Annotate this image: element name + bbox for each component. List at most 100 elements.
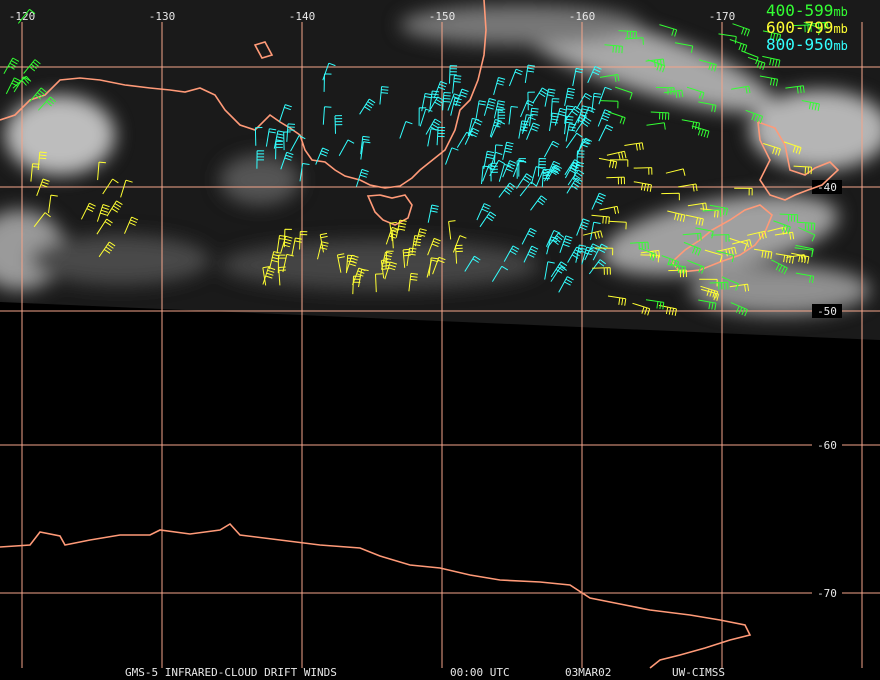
latitude-label: -60 (817, 439, 837, 452)
wind-barb (503, 245, 520, 262)
wind-barb (604, 44, 623, 54)
wind-barb (436, 126, 446, 146)
wind-barb (336, 253, 345, 273)
longitude-label: -150 (429, 10, 456, 23)
wind-barb (493, 100, 506, 119)
wind-barb (375, 273, 383, 293)
legend-range: 400-599 (766, 1, 833, 20)
wind-barb (576, 138, 590, 156)
wind-barb (355, 168, 369, 187)
wind-barb (338, 139, 355, 156)
wind-barb (625, 37, 644, 45)
wind-barb (587, 65, 602, 84)
wind-barb (475, 100, 487, 119)
wind-barb (334, 115, 343, 134)
graticule: -120 -130 -140 -150 -160 -170 -40 -50 -60 -70 (0, 10, 880, 668)
wind-barb (794, 247, 814, 258)
wind-barb (489, 151, 503, 170)
wind-barb (427, 128, 438, 147)
wind-barb (359, 98, 376, 115)
latitude-label: -70 (817, 587, 837, 600)
wind-barb (754, 248, 773, 259)
longitude-label: -140 (289, 10, 316, 23)
wind-barb (98, 241, 116, 258)
wind-barb (508, 106, 518, 125)
footer-source: UW-CIMSS (672, 666, 725, 679)
wind-barb (702, 209, 722, 217)
footer: GMS-5 INFRARED-CLOUD DRIFT WINDS 00:00 U… (125, 666, 725, 679)
wind-barb (37, 151, 47, 171)
wind-barb (599, 205, 620, 214)
wind-barb (323, 73, 332, 92)
wind-barb (779, 213, 799, 222)
wind-barb (290, 134, 306, 152)
wind-barb (379, 86, 389, 105)
wind-barb (544, 88, 556, 107)
wind-barb (345, 254, 359, 273)
wind-barb (524, 64, 535, 83)
wind-barb (545, 160, 561, 178)
wind-barb (795, 272, 815, 284)
wind-barb (448, 220, 456, 240)
wind-barb (455, 244, 463, 264)
wind-barb (592, 267, 611, 275)
wind-barb (550, 261, 568, 278)
wind-barb (762, 55, 781, 68)
wind-barb (770, 259, 788, 275)
wind-barb (319, 232, 328, 253)
wind-barb (558, 276, 574, 293)
wind-barb (646, 122, 666, 130)
wind-barb (33, 212, 51, 228)
wind-barb (275, 140, 283, 160)
wind-barb (381, 251, 393, 270)
wind-barb (38, 96, 56, 111)
legend-entry: 600-799mb (766, 18, 848, 37)
latitude-label: -50 (817, 305, 837, 318)
wind-barb (483, 98, 497, 116)
wind-barb (96, 204, 110, 222)
wind-barbs (3, 8, 829, 317)
wind-barb (698, 299, 717, 311)
wind-barb (502, 160, 517, 178)
wind-barb (299, 231, 308, 250)
wind-barb (516, 173, 533, 189)
wind-barb (801, 100, 820, 111)
wind-barb (527, 91, 535, 111)
wind-barb (796, 221, 816, 231)
wind-barb (691, 125, 710, 139)
wind-barb (445, 147, 459, 165)
wind-barb (647, 59, 666, 73)
wind-barb (775, 253, 795, 264)
wind-barb (530, 166, 543, 185)
wind-barb (718, 33, 737, 44)
wind-barb (683, 241, 702, 256)
wind-barb (498, 182, 516, 198)
wind-barb (464, 255, 481, 272)
wind-barb (29, 87, 47, 103)
wind-barb (521, 227, 537, 245)
wind-barb (442, 92, 451, 111)
legend-entry: 800-950mb (766, 35, 848, 54)
wind-barb (522, 114, 534, 133)
wind-barb (419, 108, 433, 127)
wind-barb (792, 24, 812, 33)
wind-barb (629, 241, 649, 250)
wind-barb (674, 42, 694, 53)
wind-barb (124, 216, 139, 234)
wind-barb (576, 218, 590, 236)
wind-barb (618, 30, 637, 39)
wind-barb (452, 235, 467, 253)
wind-barb (729, 39, 748, 53)
wind-barb (48, 194, 58, 214)
wind-barb (597, 109, 612, 127)
wind-barb (426, 259, 439, 278)
wind-barb (526, 122, 540, 140)
wind-barb (809, 21, 829, 31)
wind-barb (615, 86, 633, 100)
wind-barb (106, 200, 123, 217)
wind-barb (729, 283, 750, 292)
wind-barb (798, 227, 816, 242)
wind-barb (502, 141, 514, 160)
wind-barb (120, 179, 133, 198)
wind-barb (678, 183, 698, 192)
